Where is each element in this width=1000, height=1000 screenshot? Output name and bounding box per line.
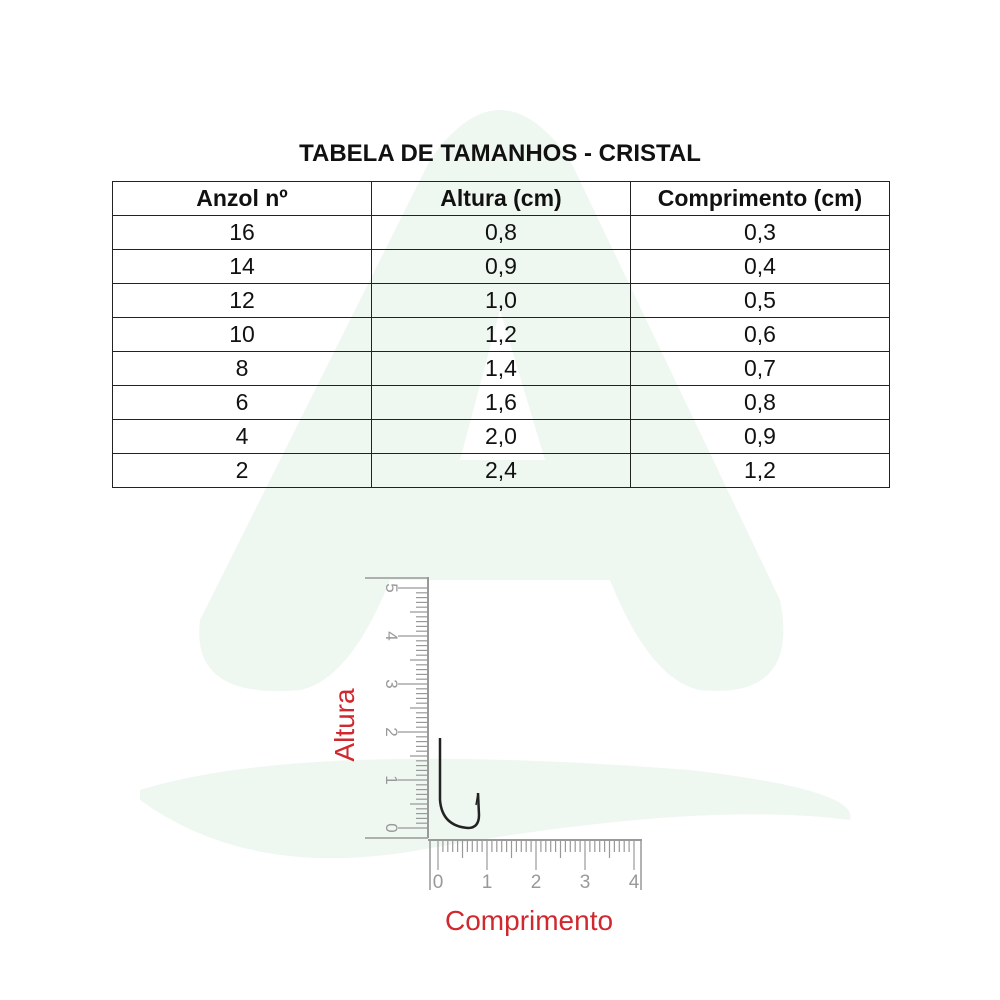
page-title: TABELA DE TAMANHOS - CRISTAL [299, 140, 701, 167]
vertical-tick-label: 1 [382, 775, 401, 784]
vertical-tick-label: 5 [382, 583, 401, 592]
table-cell: 0,8 [371, 215, 631, 250]
column-header: Anzol nº [112, 181, 372, 216]
height-label: Altura [329, 688, 360, 762]
table-cell: 1,2 [630, 453, 890, 488]
vertical-tick-label: 0 [382, 823, 401, 832]
table-cell: 14 [112, 249, 372, 284]
vertical-tick-label: 3 [382, 679, 401, 688]
horizontal-tick-label: 3 [580, 872, 591, 893]
table-cell: 0,5 [630, 283, 890, 318]
table-row: 10 1,2 0,6 [112, 317, 890, 352]
table-cell: 12 [112, 283, 372, 318]
table-cell: 0,4 [630, 249, 890, 284]
vertical-tick-label: 4 [382, 631, 401, 640]
horizontal-tick-label: 4 [629, 872, 640, 893]
table-row: 16 0,8 0,3 [112, 215, 890, 250]
horizontal-tick-label: 2 [531, 872, 542, 893]
table-row: 2 2,4 1,2 [112, 453, 890, 488]
table-cell: 1,2 [371, 317, 631, 352]
horizontal-tick-label: 1 [482, 872, 493, 893]
table-cell: 0,6 [630, 317, 890, 352]
table-row: 12 1,0 0,5 [112, 283, 890, 318]
hook-barb [475, 792, 479, 806]
vertical-tick-label: 2 [382, 727, 401, 736]
table-cell: 0,7 [630, 351, 890, 386]
column-header: Altura (cm) [371, 181, 631, 216]
horizontal-tick-label: 0 [433, 872, 444, 893]
length-label: Comprimento [445, 905, 614, 936]
table-cell: 0,9 [371, 249, 631, 284]
table-cell: 2 [112, 453, 372, 488]
table-cell: 2,4 [371, 453, 631, 488]
table-row: 4 2,0 0,9 [112, 419, 890, 454]
size-table: Anzol nº Altura (cm) Comprimento (cm) 16 0,… [112, 181, 890, 488]
table-cell: 0,9 [630, 419, 890, 454]
table-cell: 0,8 [630, 385, 890, 420]
table-cell: 1,0 [371, 283, 631, 318]
table-row: 14 0,9 0,4 [112, 249, 890, 284]
table-cell: 0,3 [630, 215, 890, 250]
fishing-hook [438, 738, 481, 830]
